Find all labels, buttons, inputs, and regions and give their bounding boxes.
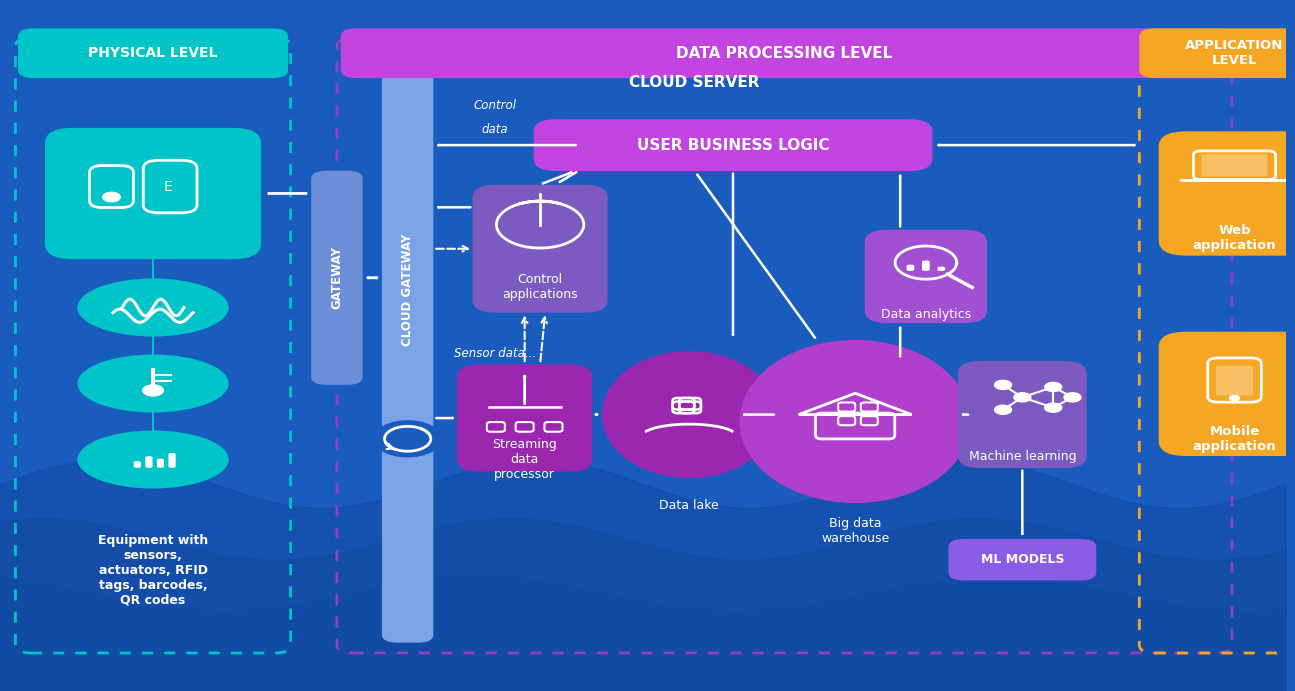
Text: Control: Control [474,99,517,111]
FancyBboxPatch shape [1202,154,1268,176]
FancyBboxPatch shape [1159,332,1295,456]
Text: Big data
warehouse: Big data warehouse [821,517,890,545]
Text: Sensor data...: Sensor data... [455,348,536,360]
Text: E: E [163,180,172,193]
FancyBboxPatch shape [1140,28,1295,78]
Circle shape [1045,403,1062,413]
Ellipse shape [602,351,777,478]
Ellipse shape [78,354,229,413]
FancyBboxPatch shape [18,28,287,78]
FancyBboxPatch shape [133,461,141,468]
Text: APPLICATION
LEVEL: APPLICATION LEVEL [1185,39,1283,67]
Circle shape [1229,395,1239,401]
Circle shape [1045,382,1062,392]
FancyBboxPatch shape [958,361,1087,468]
Text: GATEWAY: GATEWAY [330,246,343,310]
Text: CLOUD SERVER: CLOUD SERVER [629,75,760,91]
FancyBboxPatch shape [1216,366,1254,395]
Text: Machine learning: Machine learning [969,450,1076,462]
Circle shape [1014,392,1031,402]
Text: Mobile
application: Mobile application [1193,425,1277,453]
FancyBboxPatch shape [457,365,592,471]
Text: Web
application: Web application [1193,225,1277,252]
Text: DATA PROCESSING LEVEL: DATA PROCESSING LEVEL [676,46,892,61]
FancyBboxPatch shape [473,185,607,312]
Ellipse shape [78,278,229,337]
FancyBboxPatch shape [341,28,1228,78]
FancyBboxPatch shape [922,261,930,271]
Circle shape [374,421,442,457]
FancyBboxPatch shape [157,459,164,468]
FancyBboxPatch shape [865,229,987,323]
Text: Data lake: Data lake [659,500,719,512]
Ellipse shape [78,430,229,489]
FancyBboxPatch shape [534,120,932,171]
Circle shape [142,385,163,396]
Text: Control
applications: Control applications [502,273,578,301]
Circle shape [995,405,1011,415]
Text: USER BUSINESS LOGIC: USER BUSINESS LOGIC [637,138,829,153]
Circle shape [1064,392,1081,402]
FancyBboxPatch shape [168,453,176,468]
Text: CLOUD GATEWAY: CLOUD GATEWAY [401,234,414,346]
Circle shape [995,380,1011,390]
Ellipse shape [739,340,971,503]
Text: Equipment with
sensors,
actuators, RFID
tags, barcodes,
QR codes: Equipment with sensors, actuators, RFID … [98,533,208,607]
FancyBboxPatch shape [1159,131,1295,256]
Text: PHYSICAL LEVEL: PHYSICAL LEVEL [88,46,218,60]
FancyBboxPatch shape [145,456,153,468]
FancyBboxPatch shape [45,128,262,259]
FancyBboxPatch shape [382,48,434,643]
Text: data: data [482,124,509,136]
FancyBboxPatch shape [948,539,1097,580]
Text: ML MODELS: ML MODELS [980,553,1064,566]
Circle shape [102,192,120,202]
FancyBboxPatch shape [906,265,914,271]
FancyBboxPatch shape [938,267,945,271]
Text: Streaming
data
processor: Streaming data processor [492,438,557,481]
Text: Data analytics: Data analytics [881,308,971,321]
FancyBboxPatch shape [311,171,363,385]
